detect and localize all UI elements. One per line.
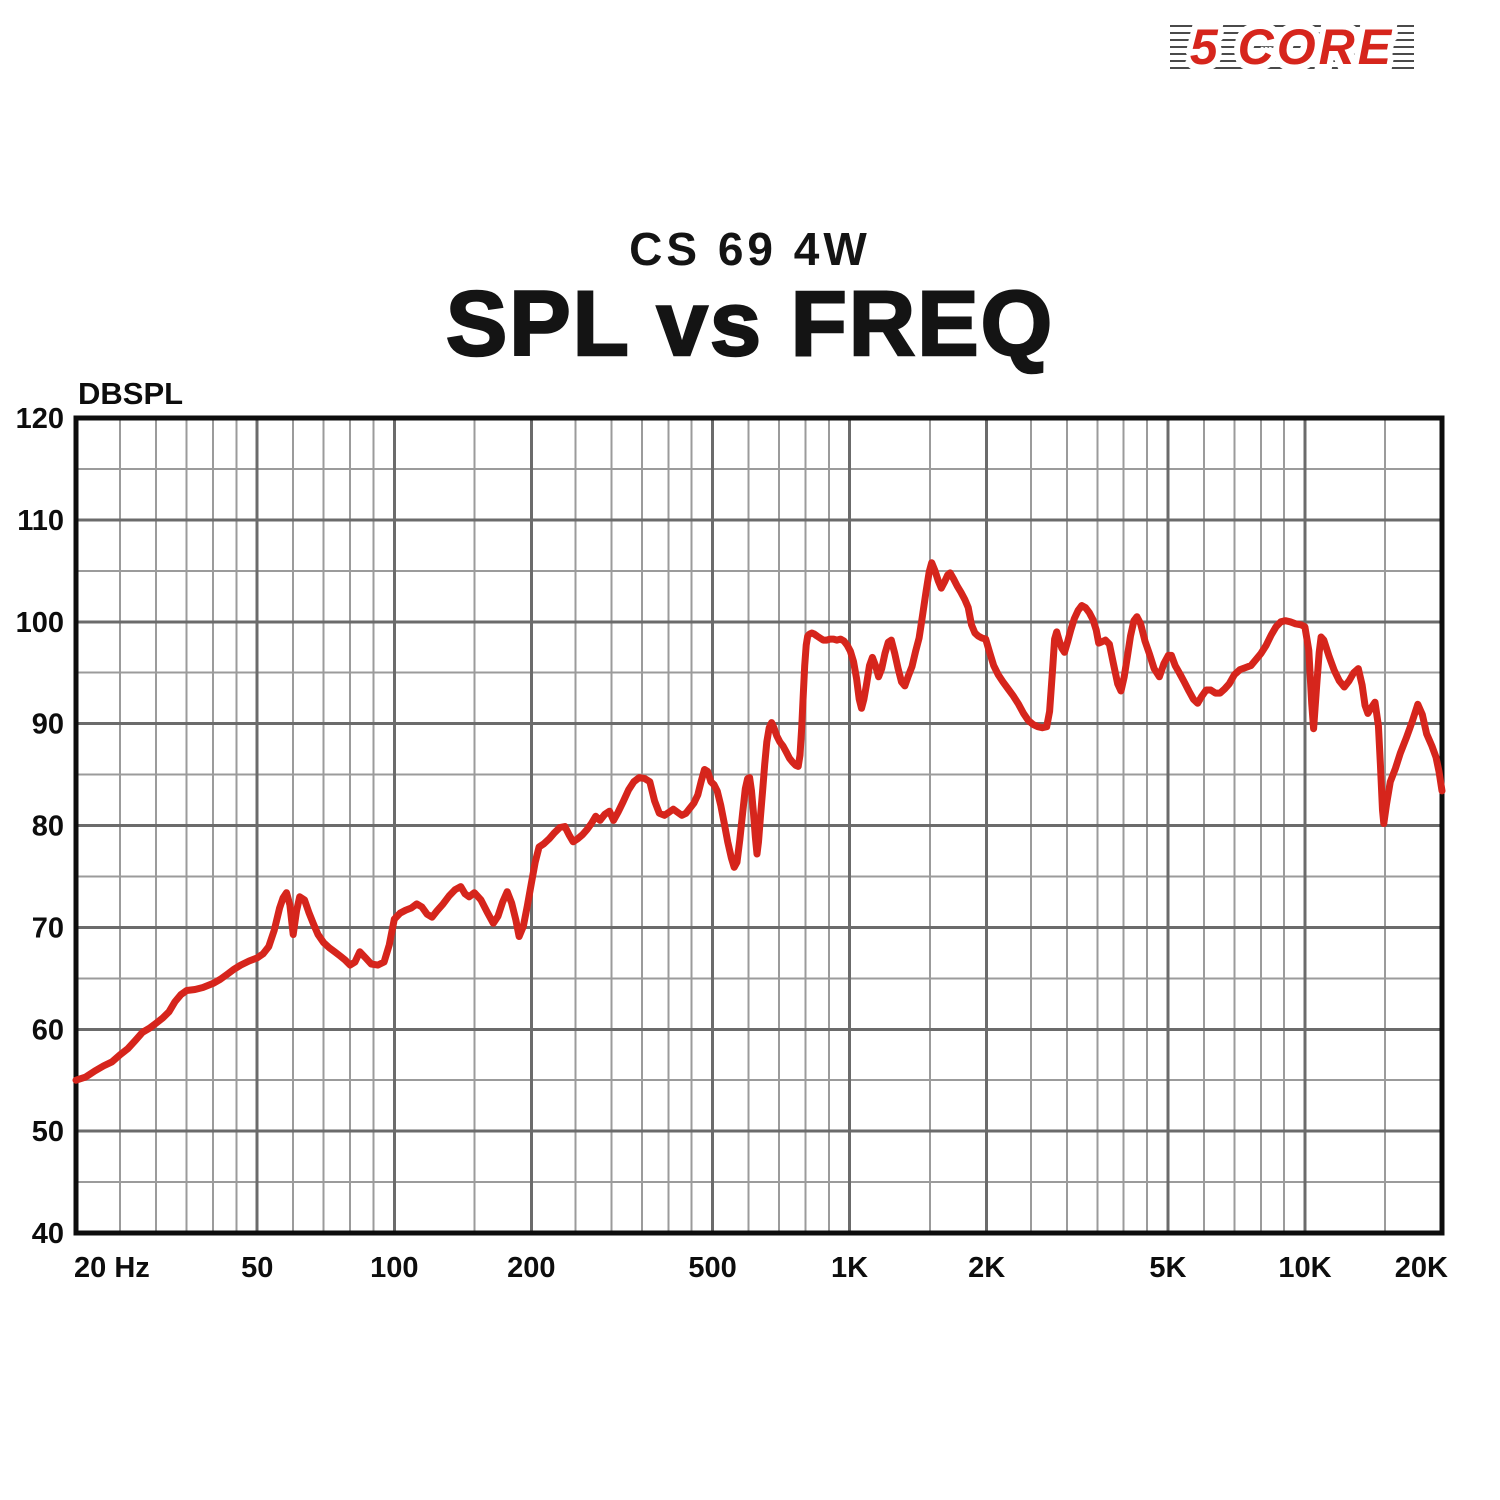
plot-frame xyxy=(73,415,1445,1236)
y-tick-label: 110 xyxy=(17,505,64,537)
x-tick-label: 5K xyxy=(1149,1252,1186,1284)
y-tick-label: 120 xyxy=(16,403,64,435)
x-tick-label: 10K xyxy=(1278,1252,1331,1284)
y-tick-label: 90 xyxy=(32,709,64,741)
x-tick-label: 200 xyxy=(507,1252,555,1284)
y-tick-label: 70 xyxy=(32,912,64,944)
y-tick-label: 60 xyxy=(32,1014,64,1046)
x-tick-label: 500 xyxy=(688,1252,736,1284)
y-tick-label: 40 xyxy=(32,1218,64,1250)
brand-logo: 5 CORE xyxy=(1170,20,1414,74)
chart-title: SPL vs FREQ xyxy=(445,273,1055,375)
y-tick-label: 100 xyxy=(16,607,64,639)
x-tick-label: 100 xyxy=(370,1252,418,1284)
x-tick-label: 50 xyxy=(241,1252,273,1284)
y-axis-labels: 40 50 60 70 80 90 100 110 120 xyxy=(16,403,64,1250)
y-tick-label: 50 xyxy=(32,1116,64,1148)
y-tick-label: 80 xyxy=(32,811,64,843)
x-tick-label: 20 Hz xyxy=(74,1252,150,1284)
x-tick-label: 1K xyxy=(831,1252,868,1284)
x-tick-label: 2K xyxy=(968,1252,1005,1284)
x-axis-labels: 20 Hz 50 100 200 500 1K 2K 5K 10K 20K xyxy=(74,1252,1448,1284)
x-tick-label: 20K xyxy=(1395,1252,1448,1284)
title-block: CS 69 4W SPL vs FREQ xyxy=(0,223,1500,375)
spl-curve xyxy=(72,559,1446,1084)
y-axis-title: DBSPL xyxy=(78,376,183,411)
chart-subtitle-model: CS 69 4W xyxy=(629,223,871,275)
brand-logo-text: 5 CORE xyxy=(1189,19,1395,75)
